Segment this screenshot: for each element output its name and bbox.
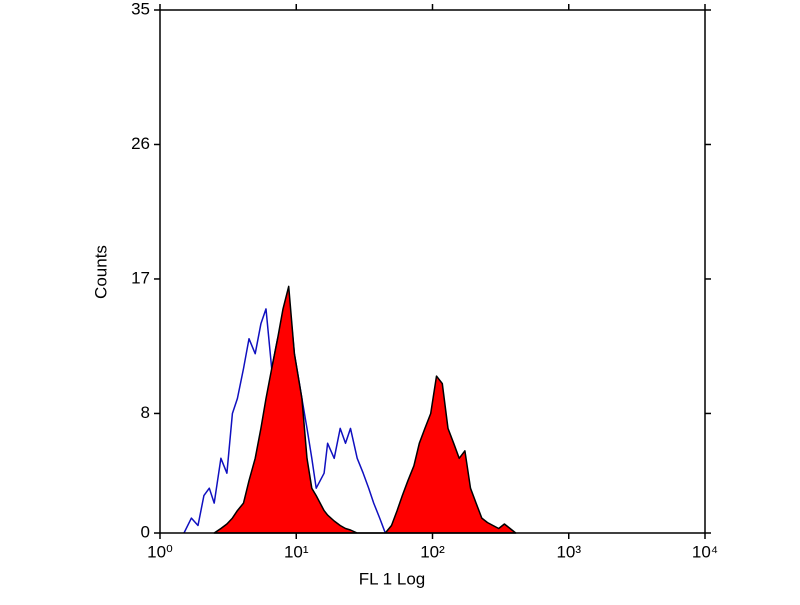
y-tick-label: 8	[141, 403, 150, 422]
y-tick-label: 17	[131, 268, 150, 287]
x-tick-label: 10⁰	[147, 542, 173, 561]
x-tick-label: 10³	[556, 542, 581, 561]
y-tick-label: 35	[131, 0, 150, 18]
histogram-area	[213, 285, 517, 534]
x-tick-label: 10¹	[284, 542, 309, 561]
x-tick-label: 10²	[420, 542, 445, 561]
y-tick-label: 0	[141, 522, 150, 541]
x-tick-label: 10⁴	[692, 542, 718, 561]
y-tick-label: 26	[131, 134, 150, 153]
x-axis-title: FL 1 Log	[359, 569, 425, 588]
y-axis-title: Counts	[91, 245, 110, 299]
